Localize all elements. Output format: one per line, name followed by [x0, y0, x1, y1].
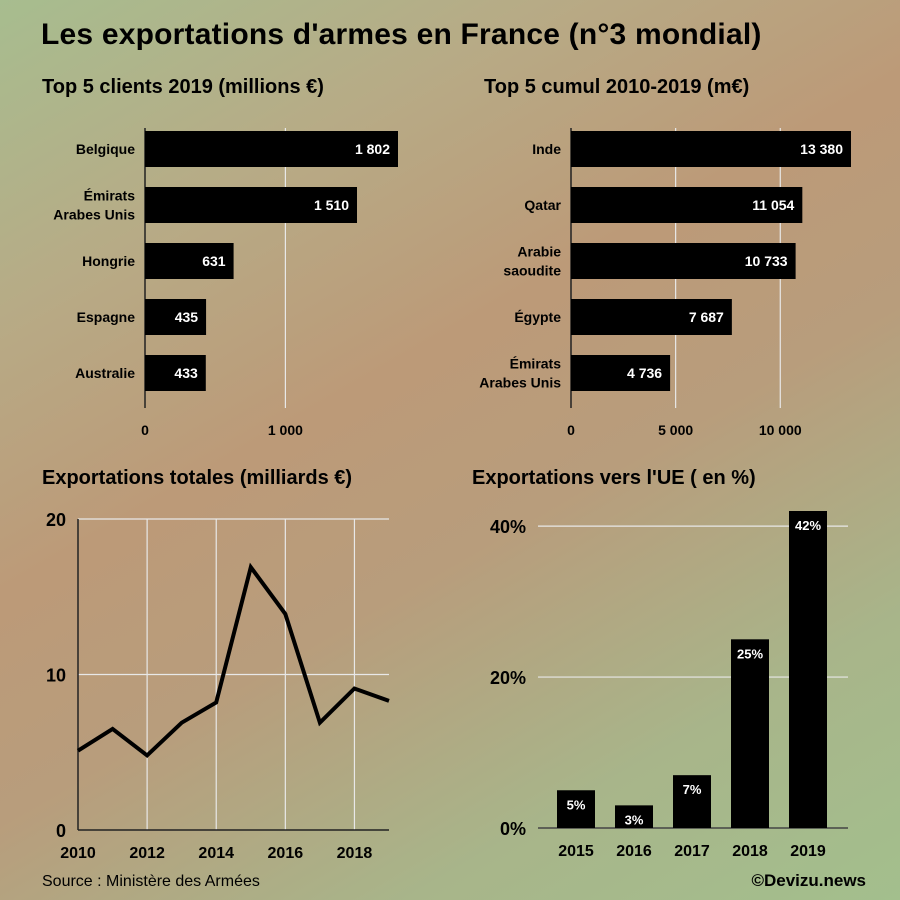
bar-value-label: 7 687: [689, 309, 724, 325]
credit: ©Devizu.news: [751, 871, 866, 890]
x-tick-label: 5 000: [658, 422, 693, 438]
bar: [615, 805, 653, 828]
chart-total-exports: 0 10 20 2010 2012 2014 2016 2018: [46, 510, 390, 862]
bar: [557, 790, 595, 828]
category-label: Australie: [75, 365, 135, 381]
x-tick-label: 0: [567, 422, 575, 438]
main-title: Les exportations d'armes en France (n°3 …: [41, 18, 762, 51]
category-label: Arabes Unis: [53, 207, 135, 223]
x-tick-label: 2019: [790, 843, 826, 860]
chart-top5-cumul: 0 5 000 10 000 13 380 Inde 11 054 Qatar 10 733 A…: [479, 128, 851, 438]
category-label: Belgique: [76, 141, 135, 157]
category-label: Espagne: [77, 309, 136, 325]
bar: [571, 243, 796, 279]
bar-value-label: 5%: [567, 797, 586, 812]
y-tick-label: 40%: [490, 517, 526, 537]
category-label: Hongrie: [82, 253, 135, 269]
bar: [789, 511, 827, 828]
category-label: Égypte: [514, 309, 561, 325]
bar: [145, 243, 234, 279]
bar: [145, 299, 207, 335]
bar: [571, 187, 803, 223]
category-label: saoudite: [503, 263, 561, 279]
category-label: Qatar: [524, 197, 561, 213]
x-tick-label: 2017: [674, 843, 710, 860]
bar: [571, 355, 671, 391]
bar-value-label: 42%: [795, 518, 821, 533]
x-tick-label: 2018: [732, 843, 768, 860]
y-tick-label: 0%: [500, 819, 526, 839]
y-tick-label: 10: [46, 666, 66, 686]
y-tick-label: 20%: [490, 668, 526, 688]
y-tick-label: 20: [46, 510, 66, 530]
x-tick-label: 2018: [337, 845, 373, 862]
x-tick-label: 2015: [558, 843, 594, 860]
bar-value-label: 1 510: [314, 197, 349, 213]
series-line: [76, 562, 390, 759]
chart-title-eu-share: Exportations vers l'UE ( en %): [472, 467, 756, 489]
bar-value-label: 435: [175, 309, 199, 325]
category-label: Inde: [532, 141, 561, 157]
bar: [571, 299, 732, 335]
bar-value-label: 7%: [683, 782, 702, 797]
bar-value-label: 433: [174, 365, 198, 381]
x-tick-label: 2010: [60, 845, 96, 862]
bar-value-label: 11 054: [752, 197, 794, 213]
bar: [731, 639, 769, 828]
bar-value-label: 4 736: [627, 365, 662, 381]
bar-value-label: 1 802: [355, 141, 390, 157]
x-tick-label: 2016: [616, 843, 652, 860]
x-tick-label: 2012: [129, 845, 165, 862]
x-tick-label: 1 000: [268, 422, 303, 438]
category-label: Émirats: [84, 188, 136, 204]
chart-top5-2019: 0 1 000 1 802 Belgique 1 510 Émirats Arabes Un…: [53, 128, 398, 438]
y-tick-label: 0: [56, 821, 66, 841]
bar: [673, 775, 711, 828]
bar: [145, 131, 398, 167]
x-tick-label: 2014: [198, 845, 234, 862]
bar-value-label: 3%: [625, 812, 644, 827]
x-tick-label: 10 000: [759, 422, 802, 438]
category-label: Émirats: [510, 356, 562, 372]
bar-value-label: 25%: [737, 646, 763, 661]
bar-value-label: 10 733: [745, 253, 788, 269]
source-note: Source : Ministère des Armées: [42, 873, 260, 890]
category-label: Arabie: [517, 244, 561, 260]
chart-title-total-exports: Exportations totales (milliards €): [42, 467, 353, 489]
category-label: Arabes Unis: [479, 375, 561, 391]
bar: [145, 355, 206, 391]
bar: [145, 187, 358, 223]
x-tick-label: 2016: [268, 845, 304, 862]
bar: [571, 131, 851, 167]
chart-title-top5-2019: Top 5 clients 2019 (millions €): [42, 76, 324, 98]
bar-value-label: 13 380: [800, 141, 843, 157]
x-tick-label: 0: [141, 422, 149, 438]
chart-title-top5-cumul: Top 5 cumul 2010-2019 (m€): [484, 76, 750, 98]
chart-eu-share: 0% 20% 40% 5% 2015 3% 2016 7% 2017 25% 2018 42% 2019: [490, 511, 848, 860]
bar-value-label: 631: [202, 253, 226, 269]
